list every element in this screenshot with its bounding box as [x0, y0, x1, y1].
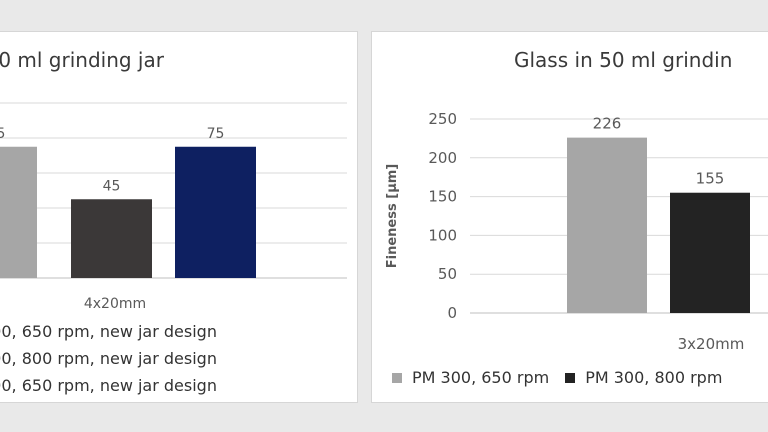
y-tick-label: 100: [428, 226, 457, 244]
y-axis-label: Fineness [µm]: [385, 164, 400, 268]
y-tick-label: 0: [447, 304, 457, 322]
legend-item: 300, 800 rpm, new jar design: [0, 345, 217, 372]
legend-item: PM 300, 650 rpm: [392, 364, 549, 391]
category-label: 4x20mm: [84, 296, 146, 312]
bar: [0, 146, 37, 278]
bar: [175, 146, 256, 278]
bar-chart-left: 75 45 75 4x20mm: [0, 102, 347, 312]
chart-title: Glass in 50 ml grindin: [514, 48, 733, 72]
legend-label: 300, 650 rpm, new jar design: [0, 376, 217, 395]
y-tick-label: 50: [438, 265, 457, 283]
data-label: 45: [103, 178, 121, 194]
legend-item: 300, 650 rpm, new jar design: [0, 318, 217, 345]
y-tick-label: 200: [428, 149, 457, 167]
y-tick-label: 150: [428, 188, 457, 206]
chart-panel-left: in 50 ml grinding jar 75 45 75 4x20mm 300, …: [0, 31, 358, 403]
legend-swatch-black: [565, 372, 576, 383]
legend: 300, 650 rpm, new jar design 300, 800 rp…: [0, 318, 217, 399]
legend-item: 300, 650 rpm, new jar design: [0, 372, 217, 399]
data-label: 75: [207, 126, 225, 142]
legend-label: 300, 650 rpm, new jar design: [0, 322, 217, 341]
category-label: 3x20mm: [678, 335, 745, 353]
data-label: 155: [696, 170, 725, 188]
chart-title: in 50 ml grinding jar: [0, 48, 164, 72]
legend-item: PM 300, 800 rpm: [565, 364, 722, 391]
bar: [567, 137, 647, 313]
chart-panel-right: Glass in 50 ml grindin 0 50 100 150 200 250 Fi…: [371, 31, 768, 403]
legend-label: 300, 800 rpm, new jar design: [0, 349, 217, 368]
y-tick-label: 250: [428, 110, 457, 128]
data-label: 226: [593, 115, 622, 133]
legend-label: PM 300, 650 rpm: [412, 368, 550, 387]
bar-chart-right: 0 50 100 150 200 250 Fineness [µm] 226 155 3x20mm: [385, 110, 768, 353]
legend-swatch-gray: [392, 372, 402, 383]
bar: [71, 199, 152, 278]
legend-label: PM 300, 800 rpm: [585, 368, 723, 387]
legend: PM 300, 650 rpm PM 300, 800 rpm: [392, 364, 722, 391]
data-label: 75: [0, 126, 5, 142]
bar: [670, 192, 750, 313]
